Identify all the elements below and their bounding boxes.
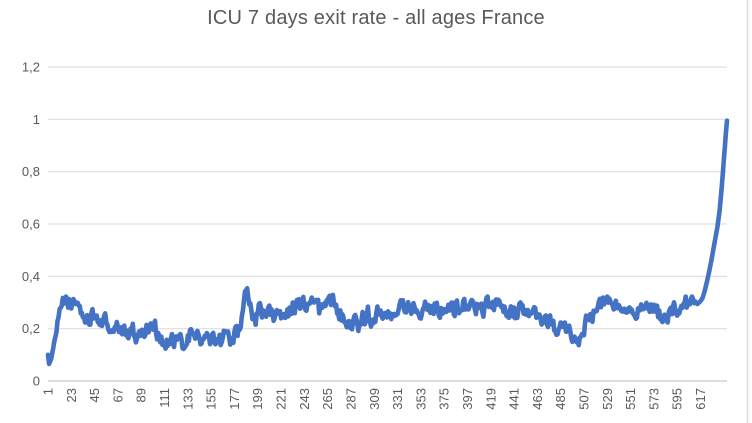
x-tick-label: 551: [623, 388, 638, 410]
x-tick-label: 463: [530, 388, 545, 410]
x-tick-label: 485: [553, 388, 568, 410]
x-tick-label: 1: [41, 388, 56, 395]
y-tick-label: 0,2: [22, 321, 40, 336]
x-tick-label: 89: [134, 388, 149, 402]
x-tick-label: 155: [204, 388, 219, 410]
x-tick-label: 441: [507, 388, 522, 410]
x-tick-label: 419: [483, 388, 498, 410]
x-tick-label: 221: [274, 388, 289, 410]
y-tick-label: 0: [33, 374, 40, 389]
x-tick-label: 595: [670, 388, 685, 410]
x-tick-label: 111: [157, 388, 172, 408]
x-tick-label: 397: [460, 388, 475, 410]
series-line: [45, 118, 730, 367]
x-tick-label: 23: [64, 388, 79, 402]
x-tick-label: 507: [577, 388, 592, 410]
y-tick-label: 0,6: [22, 217, 40, 232]
x-tick-label: 573: [646, 388, 661, 410]
x-tick-label: 617: [693, 388, 708, 410]
x-tick-label: 265: [320, 388, 335, 410]
x-tick-label: 67: [110, 388, 125, 402]
y-tick-label: 1,2: [22, 60, 40, 75]
y-tick-label: 0,8: [22, 164, 40, 179]
x-tick-label: 133: [180, 388, 195, 410]
x-tick-label: 309: [367, 388, 382, 410]
chart-title: ICU 7 days exit rate - all ages France: [207, 7, 545, 29]
x-tick-label: 331: [390, 388, 405, 410]
x-tick-label: 199: [250, 388, 265, 410]
x-tick-label: 375: [437, 388, 452, 410]
x-tick-label: 177: [227, 388, 242, 410]
x-tick-label: 45: [87, 388, 102, 402]
x-tick-label: 243: [297, 388, 312, 410]
x-tick-label: 529: [600, 388, 615, 410]
x-tick-label: 353: [413, 388, 428, 410]
y-tick-label: 1: [33, 112, 40, 127]
x-tick-label: 287: [344, 388, 359, 410]
y-tick-label: 0,4: [22, 269, 40, 284]
